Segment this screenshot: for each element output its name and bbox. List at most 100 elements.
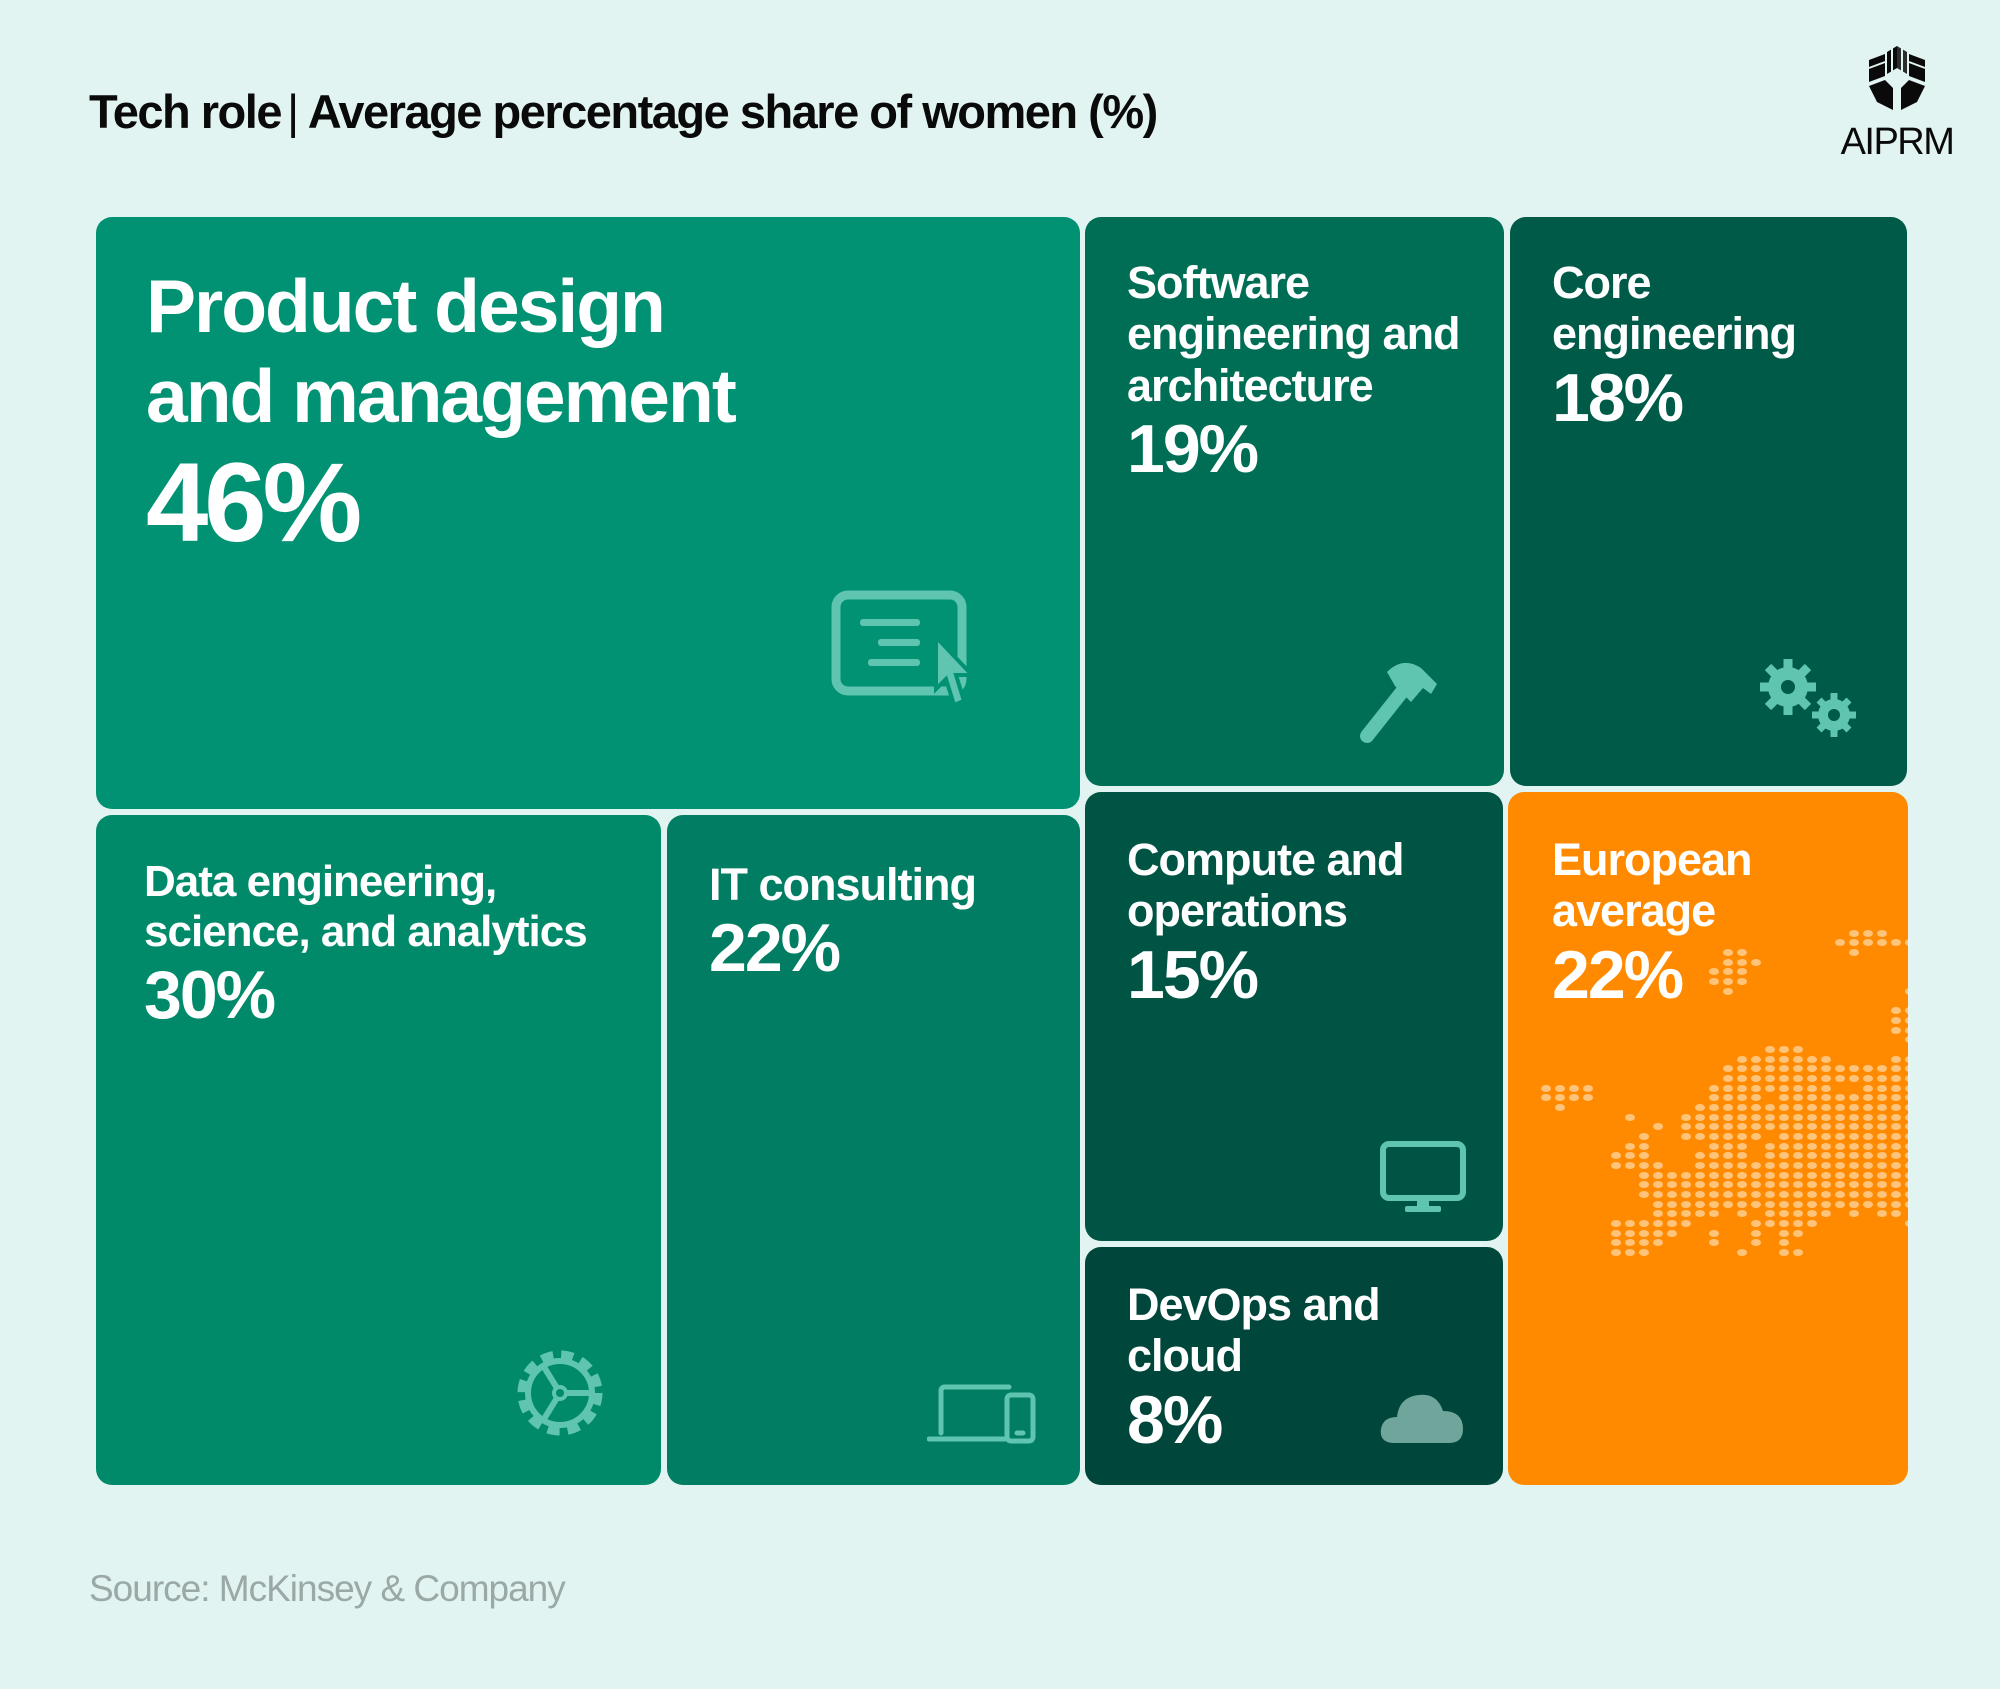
map-dot xyxy=(1806,1200,1817,1208)
map-dot xyxy=(1904,1123,1908,1131)
map-dot xyxy=(1652,1239,1663,1247)
map-dot xyxy=(1708,1171,1719,1179)
map-dot xyxy=(1680,1190,1691,1198)
map-dot xyxy=(1792,1152,1803,1160)
map-dot xyxy=(1708,1190,1719,1198)
map-dot xyxy=(1904,1055,1908,1063)
map-dot xyxy=(1652,1229,1663,1237)
map-dot xyxy=(1806,1074,1817,1082)
map-dot xyxy=(1638,1142,1649,1150)
map-dot xyxy=(1624,1248,1635,1256)
map-dot xyxy=(1820,1190,1831,1198)
map-dot xyxy=(1862,1161,1873,1169)
map-dot xyxy=(1708,1142,1719,1150)
map-dot xyxy=(1736,1113,1747,1121)
map-dot xyxy=(1708,1084,1719,1092)
map-dot xyxy=(1722,1084,1733,1092)
map-dot xyxy=(1722,978,1733,986)
map-dot xyxy=(1722,1161,1733,1169)
map-dot xyxy=(1652,1123,1663,1131)
map-dot xyxy=(1848,1171,1859,1179)
map-dot xyxy=(1736,1084,1747,1092)
map-dot xyxy=(1862,1113,1873,1121)
map-dot xyxy=(1764,1084,1775,1092)
map-dot xyxy=(1792,1210,1803,1218)
map-dot xyxy=(1890,1007,1901,1015)
map-dot xyxy=(1792,1132,1803,1140)
map-dot xyxy=(1834,1123,1845,1131)
map-dot xyxy=(1750,1123,1761,1131)
tile-compute-operations: Compute and operations 15% xyxy=(1085,792,1503,1241)
map-dot xyxy=(1638,1239,1649,1247)
laptop-phone-icon xyxy=(927,1384,1036,1444)
map-dot xyxy=(1764,1210,1775,1218)
map-dot xyxy=(1862,1142,1873,1150)
title-right: Average percentage share of women (%) xyxy=(307,85,1159,138)
map-dot xyxy=(1862,1094,1873,1102)
map-dot xyxy=(1736,1103,1747,1111)
map-dot xyxy=(1792,1229,1803,1237)
logo-text: AIPRM xyxy=(1840,121,1955,163)
map-dot xyxy=(1764,1055,1775,1063)
map-dot xyxy=(1568,1094,1579,1102)
map-dot xyxy=(1708,1200,1719,1208)
map-dot xyxy=(1792,1055,1803,1063)
tile-value: 22% xyxy=(1552,936,1684,1013)
map-dot xyxy=(1764,1142,1775,1150)
map-dot xyxy=(1652,1219,1663,1227)
tile-value: 15% xyxy=(1127,936,1259,1013)
map-dot xyxy=(1862,1065,1873,1073)
map-dot xyxy=(1778,1074,1789,1082)
map-dot xyxy=(1708,1123,1719,1131)
map-dot xyxy=(1554,1103,1565,1111)
map-dot xyxy=(1834,1190,1845,1198)
map-dot xyxy=(1736,978,1747,986)
map-dot xyxy=(1750,1200,1761,1208)
map-dot xyxy=(1890,939,1901,947)
map-dot xyxy=(1904,1190,1908,1198)
map-dot xyxy=(1736,1248,1747,1256)
map-dot xyxy=(1820,1113,1831,1121)
map-dot xyxy=(1876,1132,1887,1140)
map-dot xyxy=(1806,1065,1817,1073)
map-dot xyxy=(1862,929,1873,937)
map-dot xyxy=(1904,1181,1908,1189)
map-dot xyxy=(1876,1065,1887,1073)
map-dot xyxy=(1820,1181,1831,1189)
map-dot xyxy=(1904,1152,1908,1160)
map-dot xyxy=(1722,1123,1733,1131)
map-dot xyxy=(1680,1132,1691,1140)
map-dot xyxy=(1638,1219,1649,1227)
tile-core-engineering: Core engineering 18% xyxy=(1510,217,1907,786)
tile-value: 22% xyxy=(709,910,841,987)
map-dot xyxy=(1666,1210,1677,1218)
map-dot xyxy=(1764,1065,1775,1073)
map-dot xyxy=(1862,939,1873,947)
tile-label: Software engineering and architecture xyxy=(1127,257,1461,411)
map-dot xyxy=(1834,1094,1845,1102)
map-dot xyxy=(1834,1200,1845,1208)
map-dot xyxy=(1708,1113,1719,1121)
map-dot xyxy=(1820,1210,1831,1218)
map-dot xyxy=(1750,1181,1761,1189)
hammer-icon xyxy=(1360,662,1437,743)
map-dot xyxy=(1876,929,1887,937)
map-dot xyxy=(1876,1210,1887,1218)
map-dot xyxy=(1736,1200,1747,1208)
map-dot xyxy=(1750,1161,1761,1169)
map-dot xyxy=(1666,1190,1677,1198)
map-dot xyxy=(1736,1132,1747,1140)
map-dot xyxy=(1876,1113,1887,1121)
map-dot xyxy=(1722,1200,1733,1208)
map-dot xyxy=(1862,1190,1873,1198)
tile-data-engineering: Data engineering, science, and analytics… xyxy=(96,815,661,1485)
map-dot xyxy=(1750,1229,1761,1237)
map-dot xyxy=(1904,1219,1908,1227)
map-dot xyxy=(1778,1142,1789,1150)
map-dot xyxy=(1890,1200,1901,1208)
map-dot xyxy=(1638,1229,1649,1237)
map-dot xyxy=(1890,1103,1901,1111)
map-dot xyxy=(1778,1219,1789,1227)
map-dot xyxy=(1708,1181,1719,1189)
map-dot xyxy=(1750,1094,1761,1102)
